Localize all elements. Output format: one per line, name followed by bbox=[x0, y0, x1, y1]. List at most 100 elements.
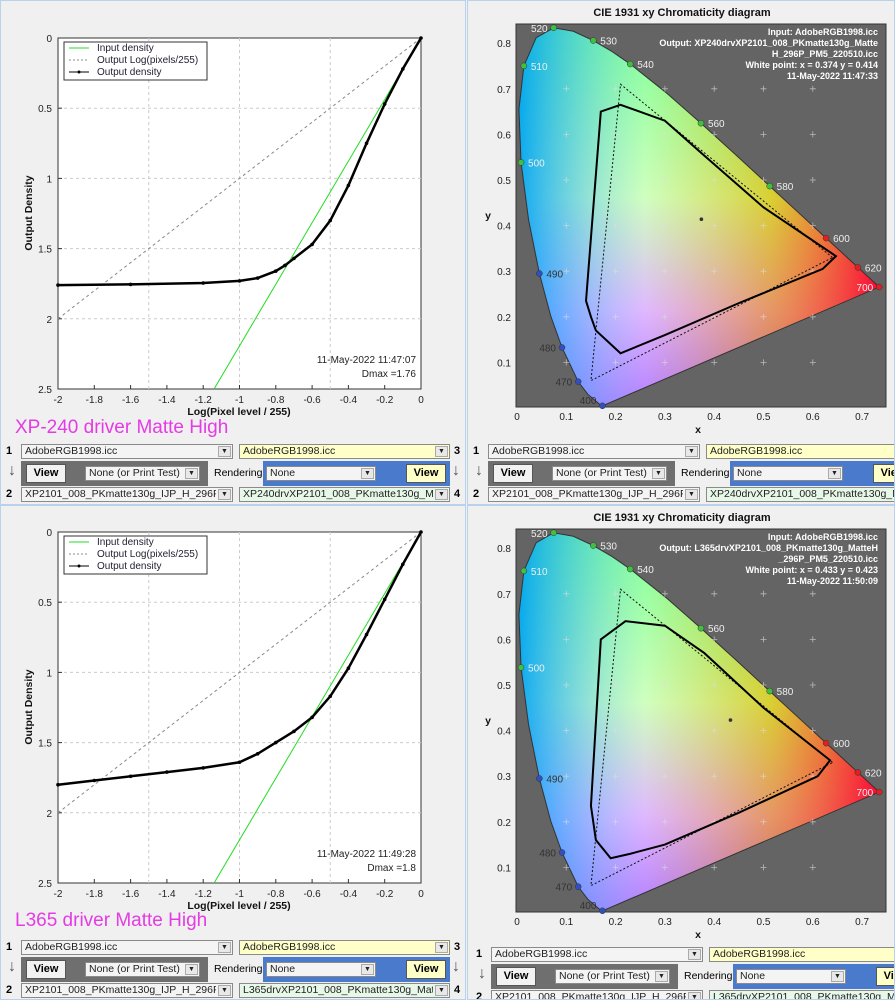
chevron-down-icon[interactable]: ▼ bbox=[218, 985, 231, 996]
wavelength-marker bbox=[822, 234, 830, 242]
output-profile-select[interactable]: XP2101_008_PKmatte130g_IJP_H_296P_PM5_▼ bbox=[21, 487, 233, 502]
x-tick-label: -1.4 bbox=[158, 889, 176, 900]
output-profile-select-right[interactable]: XP240drvXP2101_008_PKmatte130g_MatteH_29… bbox=[706, 487, 894, 502]
grid-cross bbox=[711, 268, 718, 275]
proof-select[interactable]: None (or Print Test) ▼ bbox=[85, 962, 200, 977]
wavelength-label: 520 bbox=[531, 24, 548, 35]
output-log-line bbox=[57, 531, 422, 814]
chevron-down-icon[interactable]: ▼ bbox=[688, 949, 701, 960]
chevron-down-icon[interactable]: ▼ bbox=[435, 985, 448, 996]
legend-label: Output Log(pixels/255) bbox=[97, 549, 198, 560]
chevron-down-icon[interactable]: ▼ bbox=[361, 468, 374, 479]
output-profile-select[interactable]: XP2101_008_PKmatte130g_IJP_H_296P_PM5_▼ bbox=[488, 487, 700, 502]
input-profile-select[interactable]: AdobeRGB1998.icc ▼ bbox=[488, 444, 700, 459]
chevron-down-icon[interactable]: ▼ bbox=[185, 964, 198, 975]
grid-cross bbox=[661, 359, 668, 366]
legend-marker bbox=[77, 70, 81, 74]
info-white: White point: x = 0.433 y = 0.423 bbox=[745, 565, 878, 575]
wavelength-marker bbox=[766, 182, 773, 190]
x-axis-label: Log(Pixel level / 255) bbox=[187, 406, 290, 418]
output-density-point bbox=[56, 782, 60, 787]
input-profile-value: AdobeRGB1998.icc bbox=[25, 941, 118, 953]
chevron-down-icon[interactable]: ▼ bbox=[435, 489, 448, 500]
chevron-down-icon[interactable]: ▼ bbox=[218, 489, 231, 500]
rendering-select[interactable]: None ▼ bbox=[736, 969, 846, 984]
arrow-down-icon: ↓ bbox=[8, 958, 16, 975]
chevron-down-icon[interactable]: ▼ bbox=[435, 446, 448, 457]
chevron-down-icon[interactable]: ▼ bbox=[685, 489, 698, 500]
proof-select[interactable]: None (or Print Test) ▼ bbox=[552, 466, 667, 481]
chevron-down-icon[interactable]: ▼ bbox=[831, 971, 844, 982]
chevron-down-icon[interactable]: ▼ bbox=[655, 971, 668, 982]
grid-cross bbox=[760, 313, 767, 320]
input-profile-select-right[interactable]: AdobeRGB1998.icc▼ bbox=[706, 444, 894, 459]
grid-cross bbox=[612, 177, 619, 183]
view-button-right[interactable]: View bbox=[873, 464, 894, 483]
input-density-line bbox=[213, 531, 422, 884]
view-button-left[interactable]: View bbox=[26, 464, 66, 483]
chevron-down-icon[interactable]: ▼ bbox=[218, 942, 231, 953]
input-profile-select-right[interactable]: AdobeRGB1998.icc▼ bbox=[239, 940, 450, 955]
wavelength-marker bbox=[854, 264, 862, 271]
chevron-down-icon[interactable]: ▼ bbox=[185, 468, 198, 479]
chevron-down-icon[interactable]: ▼ bbox=[652, 468, 665, 479]
output-profile-select[interactable]: XP2101_008_PKmatte130g_IJP_H_296P_PM5_▼ bbox=[21, 983, 233, 998]
output-profile-select-right[interactable]: L365drvXP2101_008_PKmatte130g_MatteH_296… bbox=[239, 983, 450, 998]
chevron-down-icon[interactable]: ▼ bbox=[435, 942, 448, 953]
date-stamp: 11-May-2022 11:47:07 bbox=[317, 355, 417, 366]
rendering-label: Rendering bbox=[684, 970, 733, 982]
y-tick-label: 0.5 bbox=[497, 176, 511, 187]
x-tick-label: 0 bbox=[418, 889, 424, 900]
rendering-select[interactable]: None ▼ bbox=[266, 466, 376, 481]
grid-cross bbox=[612, 818, 619, 825]
output-profile-value: L365drvXP2101_008_PKmatte130g_MatteH_296… bbox=[243, 984, 433, 996]
chevron-down-icon[interactable]: ▼ bbox=[361, 964, 374, 975]
rendering-group: None ▼ View bbox=[733, 964, 894, 989]
input-profile-value: AdobeRGB1998.icc bbox=[492, 445, 585, 457]
output-profile-select-right[interactable]: XP240drvXP2101_008_PKmatte130g_MatteH_29… bbox=[239, 487, 450, 502]
info-input: Input: AdobeRGB1998.icc bbox=[767, 532, 878, 542]
y-tick-label: 2 bbox=[46, 809, 52, 820]
density-chart: -2 -1.8 -1.6 -1.4 -1.2 -1 -0.8 -0.6 -0.4 -0.2 0 0 0.… bbox=[23, 528, 424, 912]
grid-cross bbox=[760, 773, 767, 780]
view-button-right[interactable]: View bbox=[876, 967, 894, 986]
wavelength-marker bbox=[854, 769, 862, 776]
output-density-point bbox=[255, 276, 260, 280]
view-button-right[interactable]: View bbox=[406, 464, 446, 483]
wavelength-marker bbox=[599, 907, 606, 915]
input-profile-select[interactable]: AdobeRGB1998.icc ▼ bbox=[491, 947, 703, 962]
chevron-down-icon[interactable]: ▼ bbox=[685, 446, 698, 457]
chevron-down-icon[interactable]: ▼ bbox=[828, 468, 841, 479]
wavelength-label: 560 bbox=[708, 624, 725, 635]
driver-label: XP-240 driver Matte High bbox=[15, 417, 229, 438]
profile-controls: 1 AdobeRGB1998.icc▼ AdobeRGB1998.icc▼ 3 … bbox=[1, 443, 465, 502]
grid-cross bbox=[711, 773, 718, 780]
grid-cross bbox=[563, 85, 570, 92]
view-button-left[interactable]: View bbox=[493, 464, 533, 483]
wavelength-marker bbox=[517, 159, 525, 166]
output-profile-select-right[interactable]: L365drvXP2101_008_PKmatte130g_MatteH_296… bbox=[709, 990, 894, 999]
view-button-left[interactable]: View bbox=[26, 960, 66, 979]
wavelength-label: 490 bbox=[546, 774, 563, 785]
wavelength-label: 470 bbox=[555, 378, 572, 389]
chevron-down-icon[interactable]: ▼ bbox=[688, 992, 701, 999]
input-profile-select-right[interactable]: AdobeRGB1998.icc▼ bbox=[239, 444, 450, 459]
grid-cross bbox=[661, 636, 668, 643]
rendering-select[interactable]: None ▼ bbox=[266, 962, 376, 977]
view-button-right[interactable]: View bbox=[406, 960, 446, 979]
x-tick-label: -1.8 bbox=[86, 889, 104, 900]
x-tick-label: -1 bbox=[235, 889, 244, 900]
grid-cross bbox=[612, 590, 619, 597]
rendering-select[interactable]: None ▼ bbox=[733, 466, 843, 481]
wavelength-label: 600 bbox=[833, 739, 850, 750]
rendering-value: None bbox=[737, 467, 763, 479]
chevron-down-icon[interactable]: ▼ bbox=[218, 446, 231, 457]
proof-select[interactable]: None (or Print Test) ▼ bbox=[85, 466, 200, 481]
input-profile-select[interactable]: AdobeRGB1998.icc ▼ bbox=[21, 444, 233, 459]
proof-select[interactable]: None (or Print Test) ▼ bbox=[555, 969, 670, 984]
output-profile-select[interactable]: XP2101_008_PKmatte130g_IJP_H_296P_PM5_▼ bbox=[491, 990, 703, 999]
input-profile-select[interactable]: AdobeRGB1998.icc ▼ bbox=[21, 940, 233, 955]
view-button-left[interactable]: View bbox=[496, 967, 536, 986]
wavelength-label: 500 bbox=[528, 158, 545, 169]
input-profile-select-right[interactable]: AdobeRGB1998.icc▼ bbox=[709, 947, 894, 962]
